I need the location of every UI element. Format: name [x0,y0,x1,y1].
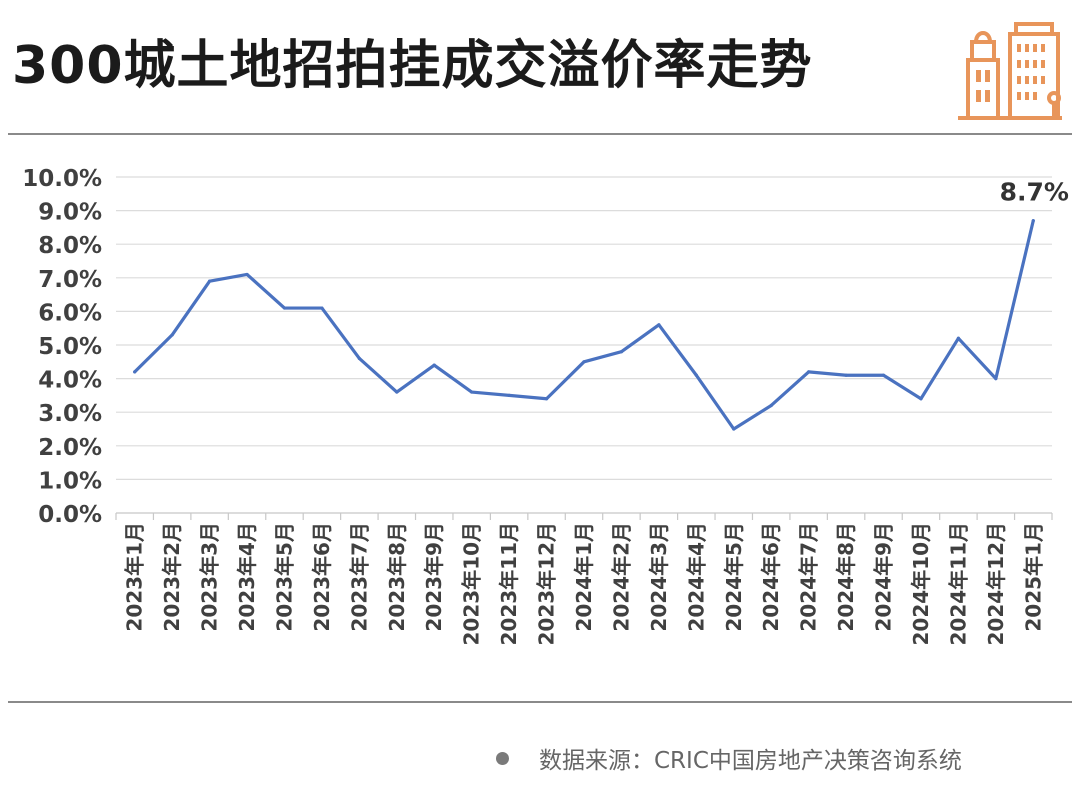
x-tick-label: 2024年3月 [647,522,671,632]
x-tick-label: 2024年9月 [872,522,896,632]
x-tick-label: 2023年2月 [160,522,184,632]
x-tick-label: 2024年4月 [684,522,708,632]
y-tick-label: 0.0% [38,502,102,528]
annotation-layer: 8.7% [1000,178,1069,207]
x-tick-label: 2023年8月 [385,522,409,632]
x-tick-label: 2025年1月 [1021,522,1045,632]
data-point [1031,219,1035,223]
data-point [657,323,661,327]
x-tick-label: 2023年10月 [460,522,484,646]
x-tick-label: 2024年6月 [759,522,783,632]
data-point [245,272,249,277]
data-point [507,393,511,397]
x-tick-label: 2024年1月 [572,522,596,632]
data-point [170,333,174,337]
page-title: 300城土地招拍挂成交溢价率走势 [12,36,813,96]
data-point [769,403,773,408]
data-point [881,373,886,377]
series-line [133,219,1035,431]
x-tick-label: 2023年6月 [310,522,334,632]
data-point [694,373,698,377]
data-point [357,356,361,361]
data-point [919,397,923,401]
data-point [208,279,212,283]
data-point [282,306,287,310]
y-tick-label: 8.0% [38,233,102,259]
x-tick-label: 2023年3月 [198,522,222,632]
y-tick-label: 2.0% [38,435,102,461]
x-tick-label: 2024年8月 [834,522,858,632]
y-tick-label: 4.0% [38,368,102,394]
data-point [470,390,474,394]
grid-lines [115,176,1053,520]
premium-rate-line-chart: 0.0% 1.0% 2.0% 3.0% 4.0% 5.0% 6.0% 7.0% 8.0% 9.0%… [22,166,1069,646]
data-point [956,336,961,340]
data-point [320,306,324,310]
y-tick-label: 3.0% [38,401,102,427]
data-point [432,363,436,367]
data-point [844,373,848,377]
data-point [619,350,624,354]
data-point [807,370,811,374]
x-tick-label: 2024年7月 [797,522,821,632]
x-axis-tick-labels: 2023年1月 2023年2月 2023年3月 2023年4月 2023年5月 2023年… [123,522,1046,646]
y-tick-label: 9.0% [38,200,102,226]
y-tick-label: 5.0% [38,334,102,360]
data-point [544,397,549,401]
x-tick-label: 2023年5月 [272,522,296,632]
y-tick-label: 6.0% [38,300,102,326]
data-point [133,370,137,374]
x-tick-label: 2024年11月 [946,522,970,646]
source-text: 数据来源：CRIC中国房地产决策咨询系统 [539,748,962,774]
x-tick-label: 2024年2月 [609,522,633,632]
data-point [395,390,399,394]
header-divider [8,133,1072,135]
x-tick-label: 2023年1月 [123,522,147,632]
bullet-icon [496,751,509,765]
y-tick-label: 7.0% [38,267,102,293]
x-tick-label: 2023年12月 [535,522,559,646]
x-tick-label: 2023年4月 [235,522,259,632]
series-layer [133,219,1035,431]
y-axis-tick-labels: 0.0% 1.0% 2.0% 3.0% 4.0% 5.0% 6.0% 7.0% 8.0% 9.0%… [22,166,102,528]
footer-divider [8,701,1072,703]
x-tick-label: 2024年12月 [984,522,1008,646]
x-tick-label: 2023年7月 [347,522,371,632]
data-point [732,427,736,431]
y-tick-label: 10.0% [22,166,102,192]
source-note: 数据来源：CRIC中国房地产决策咨询系统 [496,741,962,775]
data-label: 8.7% [1000,178,1069,207]
x-tick-label: 2024年5月 [722,522,746,632]
x-tick-label: 2023年9月 [422,522,446,632]
x-tick-label: 2024年10月 [909,522,933,646]
data-point [582,360,586,364]
y-tick-label: 1.0% [38,468,102,494]
data-point [994,377,998,381]
x-tick-label: 2023年11月 [497,522,521,646]
building-logo-icon [958,22,1062,120]
